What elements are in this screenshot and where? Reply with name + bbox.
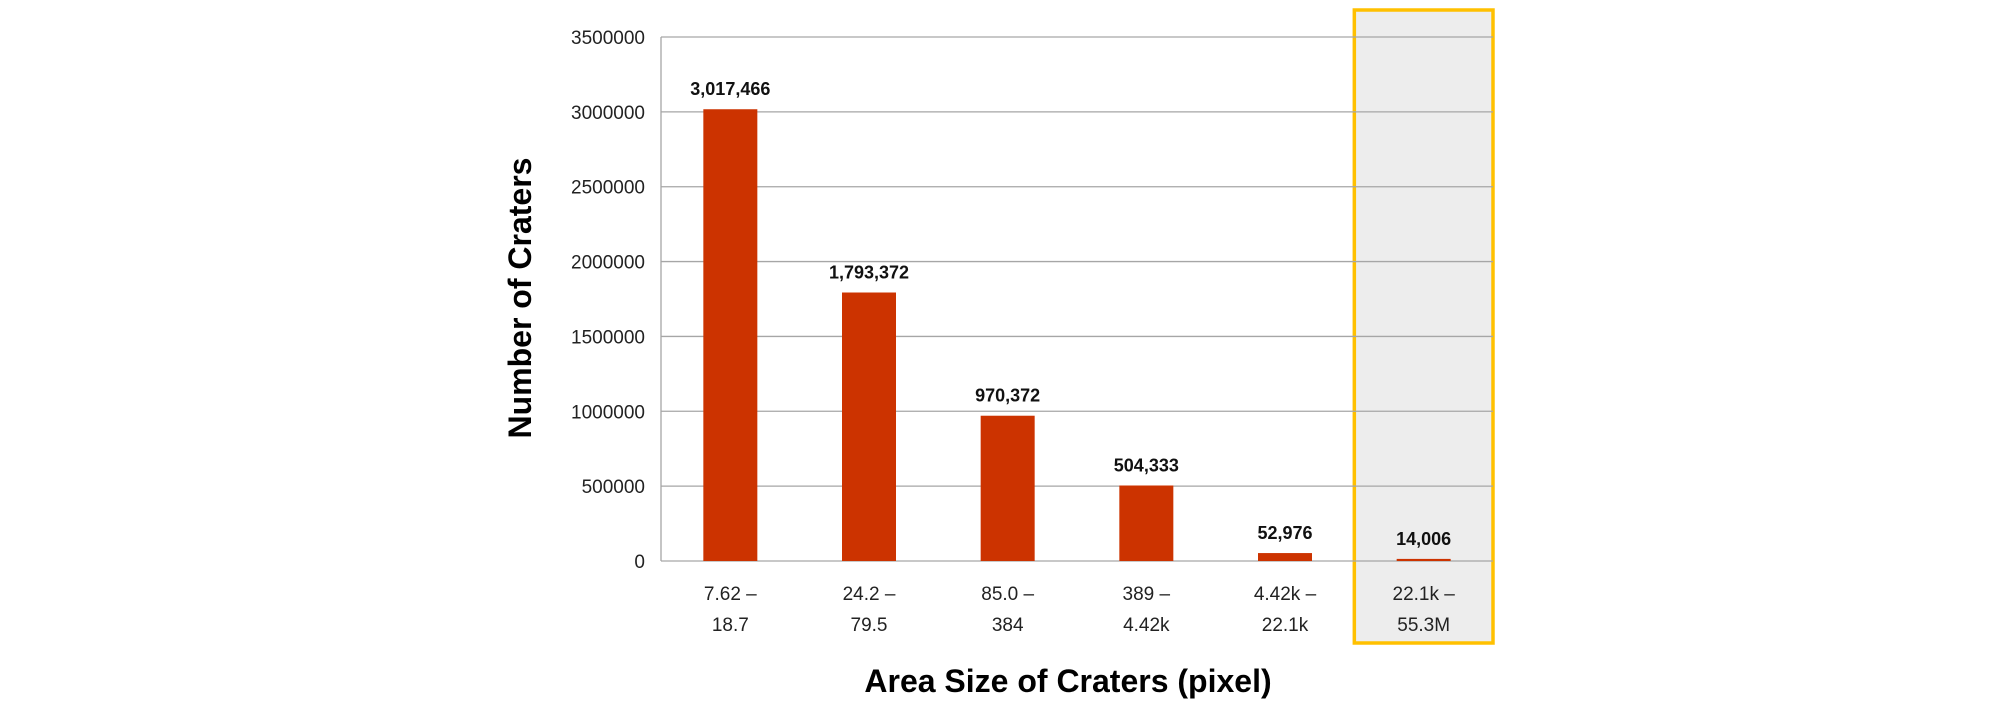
y-tick-label: 3000000 bbox=[571, 103, 645, 124]
y-tick-label: 1500000 bbox=[571, 327, 645, 348]
bar bbox=[703, 109, 758, 561]
x-tick-labels: 7.62 –18.7 24.2 –79.5 85.0 –384 389 –4.42k 4… bbox=[704, 584, 1455, 636]
x-tick-label: 4.42k –22.1k bbox=[1254, 584, 1317, 636]
x-tick-label: 7.62 –18.7 bbox=[704, 584, 757, 636]
bars bbox=[703, 109, 1451, 561]
bar bbox=[1258, 553, 1312, 561]
y-axis-title: Number of Craters bbox=[502, 158, 538, 439]
data-label: 970,372 bbox=[975, 386, 1040, 406]
x-axis-title: Area Size of Craters (pixel) bbox=[864, 663, 1271, 699]
data-label: 3,017,466 bbox=[690, 79, 770, 99]
y-tick-labels: 0 500000 1000000 1500000 2000000 2500000 30000… bbox=[571, 28, 645, 573]
y-tick-label: 3500000 bbox=[571, 28, 645, 49]
x-tick-label: 22.1k –55.3M bbox=[1393, 584, 1456, 636]
bar bbox=[1119, 485, 1174, 561]
x-tick-label: 24.2 –79.5 bbox=[843, 584, 896, 636]
y-tick-label: 1000000 bbox=[571, 402, 645, 423]
bar bbox=[842, 292, 896, 561]
data-labels: 3,017,466 1,793,372 970,372 504,333 52,976 14… bbox=[690, 79, 1451, 549]
x-tick-label: 85.0 –384 bbox=[981, 584, 1034, 636]
data-label: 504,333 bbox=[1114, 455, 1179, 475]
highlight-layer bbox=[1352, 8, 1495, 645]
data-label: 1,793,372 bbox=[829, 263, 909, 283]
highlight-box bbox=[1352, 8, 1495, 645]
data-label: 14,006 bbox=[1396, 529, 1451, 549]
y-tick-label: 500000 bbox=[582, 477, 645, 498]
x-tick-label: 389 –4.42k bbox=[1123, 584, 1171, 636]
bar bbox=[1396, 558, 1451, 561]
y-tick-label: 2500000 bbox=[571, 178, 645, 199]
y-tick-label: 0 bbox=[634, 552, 645, 573]
gridlines bbox=[661, 36, 1493, 562]
bar bbox=[980, 415, 1035, 561]
data-label: 52,976 bbox=[1257, 523, 1312, 543]
y-tick-label: 2000000 bbox=[571, 253, 645, 274]
